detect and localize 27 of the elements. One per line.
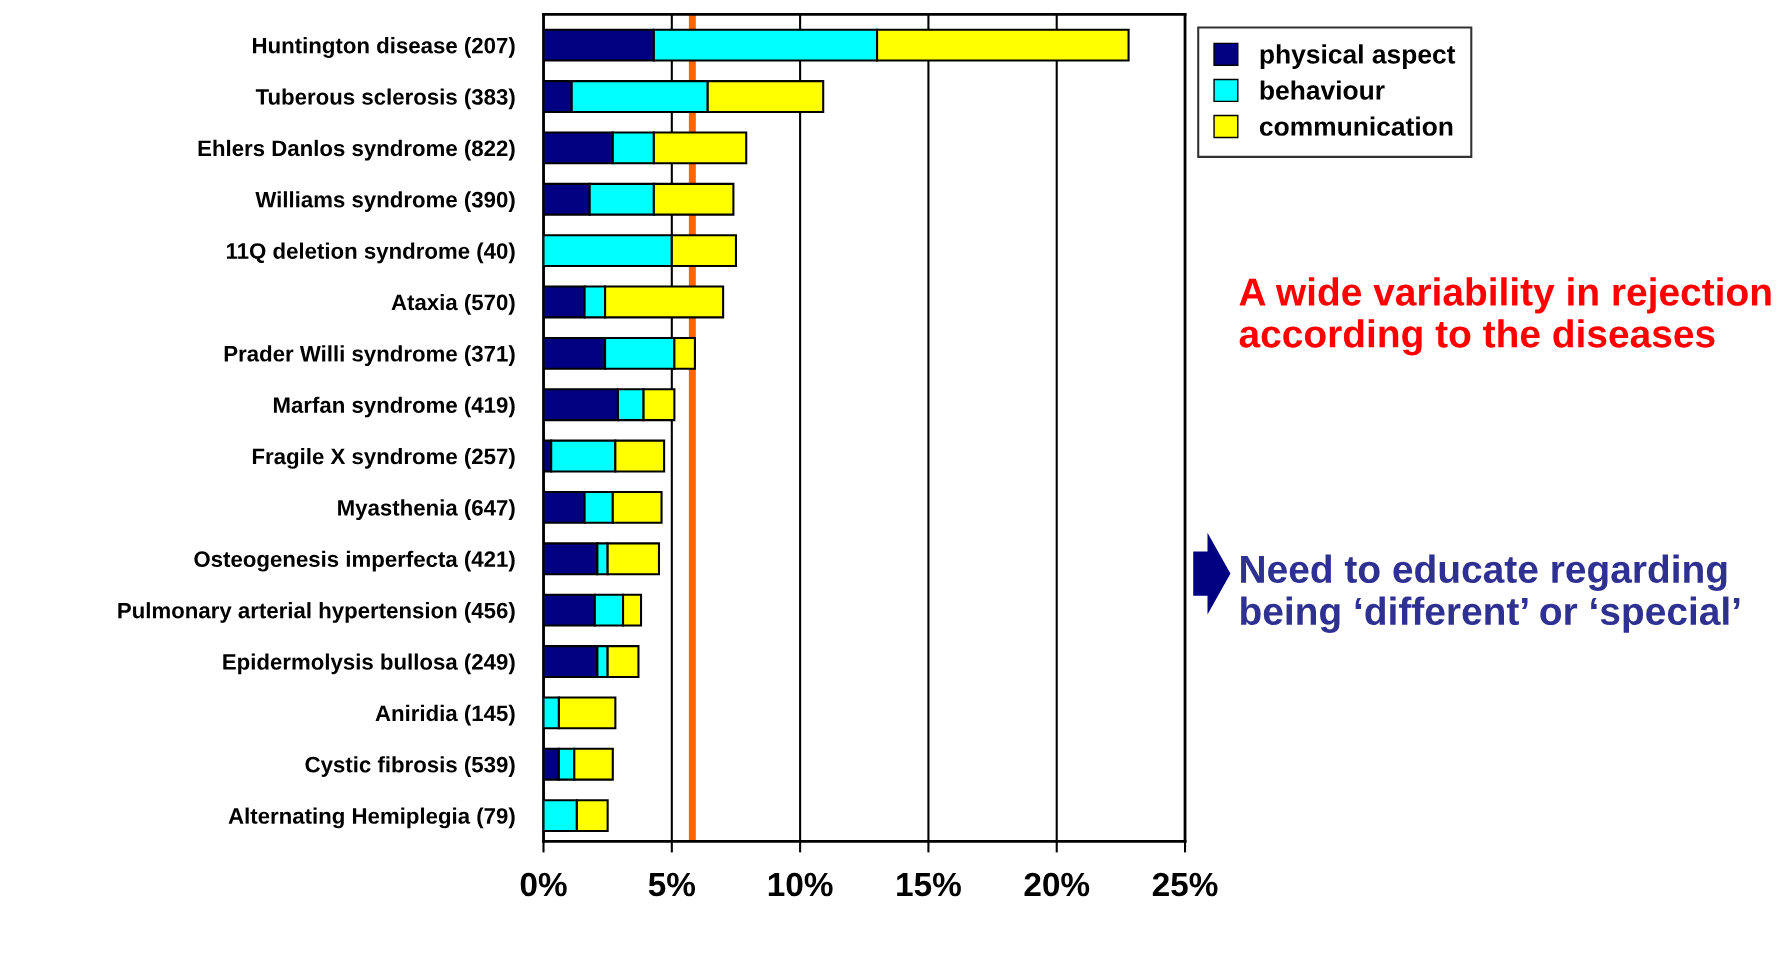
y-tick-label: Aniridia (145) bbox=[375, 704, 515, 726]
y-tick-label: Marfan syndrome (419) bbox=[273, 396, 515, 418]
y-tick-label: Prader Willi syndrome (371) bbox=[224, 345, 515, 366]
y-tick-label: Cystic fibrosis (539) bbox=[305, 756, 515, 777]
y-tick-label: Myasthenia (647) bbox=[338, 499, 515, 521]
text: Need to educate regarding being ‘different’ or ‘special’ bbox=[1241, 554, 1740, 633]
x-tick-label: 25% bbox=[1152, 872, 1218, 897]
y-tick-label: Osteogenesis imperfecta (421) bbox=[194, 550, 515, 572]
y-tick-label: Tuberous sclerosis (383) bbox=[255, 88, 515, 110]
y-tick-label: Alternating Hemiplegia (79) bbox=[228, 807, 515, 829]
y-tick-label: Williams syndrome (390) bbox=[255, 191, 515, 212]
y-tick-label: Fragile X syndrome (257) bbox=[252, 448, 515, 469]
y-tick-label: Ataxia (570) bbox=[391, 293, 515, 315]
text: A wide variability in rejection according to the diseases bbox=[1239, 277, 1771, 356]
legend-label: communication bbox=[1259, 116, 1453, 136]
y-tick-label: 11Q deletion syndrome (40) bbox=[226, 242, 515, 264]
x-tick-label: 10% bbox=[768, 872, 833, 897]
x-tick-label: 15% bbox=[897, 872, 961, 897]
y-tick-label: Epidermolysis bullosa (249) bbox=[223, 653, 515, 675]
x-tick-label: 5% bbox=[648, 872, 696, 897]
x-tick-label: 0% bbox=[520, 872, 567, 897]
y-tick-label: Pulmonary arterial hypertension (456) bbox=[118, 602, 515, 623]
legend-label: physical aspect bbox=[1260, 44, 1456, 69]
y-tick-label: Ehlers Danlos syndrome (822) bbox=[198, 139, 515, 161]
legend-label: behaviour bbox=[1260, 80, 1385, 100]
y-tick-label: Huntington disease (207) bbox=[253, 37, 515, 58]
x-tick-label: 20% bbox=[1024, 872, 1090, 897]
